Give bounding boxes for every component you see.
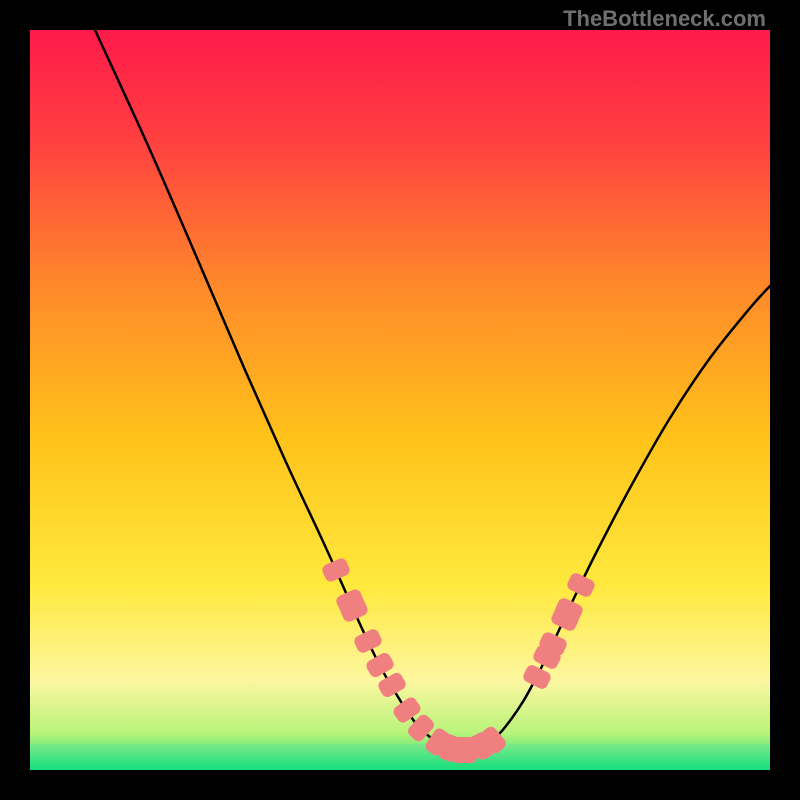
marker-left: [352, 627, 383, 655]
curve-layer: [30, 30, 770, 770]
marker-right: [565, 571, 596, 599]
marker-left: [364, 651, 396, 680]
marker-left: [320, 557, 351, 584]
bottleneck-curve: [95, 30, 770, 750]
watermark-text: TheBottleneck.com: [563, 6, 766, 32]
plot-area: [30, 30, 770, 770]
marker-left: [376, 671, 408, 700]
chart-frame: TheBottleneck.com: [0, 0, 800, 800]
